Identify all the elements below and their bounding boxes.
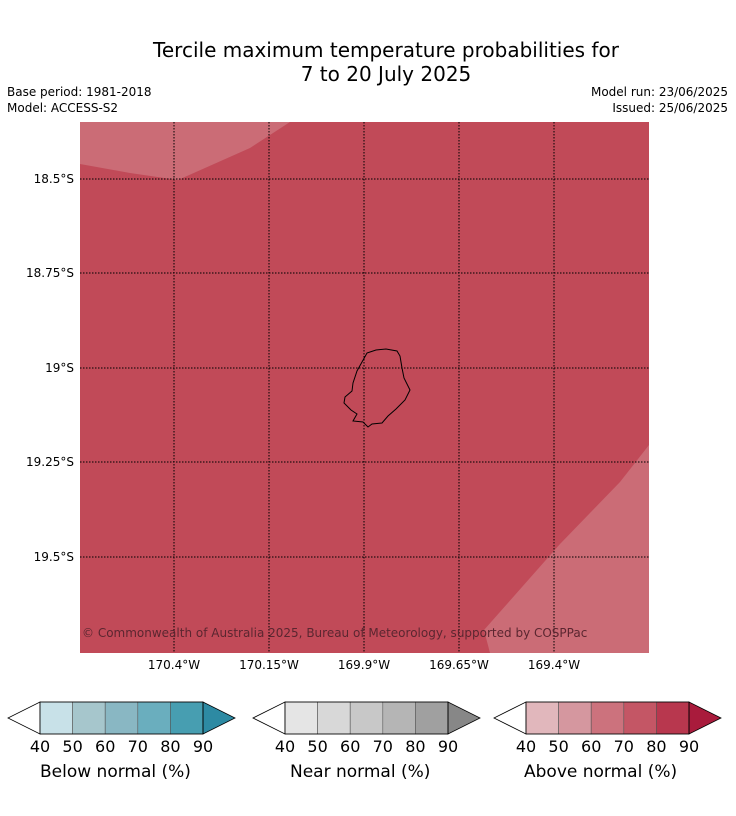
colorbar-above-normal-tick-90: 90 — [679, 737, 699, 756]
copyright-notice: © Commonwealth of Australia 2025, Bureau… — [82, 626, 587, 640]
colorbar-below-normal-outline — [39, 701, 204, 735]
colorbar-above-normal-tick-40: 40 — [516, 737, 536, 756]
title-line-2: 7 to 20 July 2025 — [300, 62, 472, 86]
lat-label-19-25: 19.25°S — [26, 455, 74, 469]
colorbar-above-normal-swatch-40 — [525, 701, 559, 735]
probability-zone-top-left — [80, 122, 290, 180]
lon-label-169-65: 169.65°W — [429, 658, 489, 672]
colorbar-near-normal-swatch-50 — [317, 701, 351, 735]
colorbar-above-normal-swatch-70 — [623, 701, 657, 735]
colorbar-near-normal-tick-70: 70 — [373, 737, 393, 756]
colorbar-near-normal-high-extension — [447, 701, 481, 735]
lat-label-19: 19°S — [45, 361, 74, 375]
colorbar-below-normal-swatch-50 — [72, 701, 106, 735]
colorbar-above-normal-outline — [525, 701, 690, 735]
colorbar-near-normal-swatch-70 — [382, 701, 416, 735]
colorbar-above-normal: 40 50 60 70 80 90 — [493, 701, 722, 756]
colorbar-label-near-normal: Near normal (%) — [290, 762, 431, 782]
colorbar-near-normal-tick-50: 50 — [307, 737, 327, 756]
lon-label-170-15: 170.15°W — [239, 658, 299, 672]
colorbar-below-normal-tick-50: 50 — [62, 737, 82, 756]
colorbar-near-normal-swatch-60 — [349, 701, 384, 735]
niue-island-outline — [343, 348, 411, 428]
colorbar-below-normal: 40 50 60 70 80 90 — [7, 701, 236, 756]
colorbar-near-normal-swatch-40 — [284, 701, 318, 735]
colorbar-above-normal-tick-50: 50 — [548, 737, 568, 756]
lat-label-18-5: 18.5°S — [34, 172, 74, 186]
colorbar-near-normal-tick-60: 60 — [340, 737, 360, 756]
colorbar-above-normal-swatch-80 — [656, 701, 690, 735]
colorbar-below-normal-tick-90: 90 — [193, 737, 213, 756]
colorbar-above-normal-low-extension — [493, 701, 527, 735]
colorbar-above-normal-swatch-60 — [590, 701, 625, 735]
colorbar-above-normal-tick-60: 60 — [581, 737, 601, 756]
colorbar-above-normal-tick-80: 80 — [646, 737, 666, 756]
lat-label-19-5: 19.5°S — [34, 550, 74, 564]
colorbar-near-normal: 40 50 60 70 80 90 — [252, 701, 481, 756]
model-name: Model: ACCESS-S2 — [7, 101, 119, 115]
colorbar-near-normal-tick-90: 90 — [438, 737, 458, 756]
colorbar-near-normal-swatch-80 — [415, 701, 449, 735]
colorbar-below-normal-tick-70: 70 — [128, 737, 148, 756]
lon-label-170-4: 170.4°W — [148, 658, 200, 672]
colorbar-below-normal-tick-60: 60 — [95, 737, 115, 756]
colorbar-above-normal-swatch-50 — [558, 701, 592, 735]
colorbar-near-normal-low-extension — [252, 701, 286, 735]
longitude-labels: 170.4°W 170.15°W 169.9°W 169.65°W 169.4°… — [148, 658, 580, 672]
latitude-labels: 18.5°S 18.75°S 19°S 19.25°S 19.5°S — [26, 172, 74, 564]
model-run: Model run: 23/06/2025 — [590, 85, 728, 99]
meta-right: Model run: 23/06/2025 Issued: 25/06/2025 — [591, 84, 728, 116]
colorbar-near-normal-tick-40: 40 — [275, 737, 295, 756]
title-line-1: Tercile maximum temperature probabilitie… — [153, 38, 619, 62]
colorbar-above-normal-tick-70: 70 — [614, 737, 634, 756]
colorbar-near-normal-outline — [284, 701, 449, 735]
colorbar-below-normal-tick-40: 40 — [30, 737, 50, 756]
colorbar-below-normal-swatch-70 — [137, 701, 171, 735]
meta-left: Base period: 1981-2018 Model: ACCESS-S2 — [7, 84, 152, 116]
colorbar-below-normal-swatch-40 — [39, 701, 73, 735]
gridlines — [80, 122, 649, 653]
map-figure: © Commonwealth of Australia 2025, Bureau… — [26, 122, 649, 672]
probability-zone-bottom-right — [484, 445, 649, 653]
colorbar-below-normal-low-extension — [7, 701, 41, 735]
colorbar-below-normal-high-extension — [202, 701, 236, 735]
issued-date: Issued: 25/06/2025 — [612, 101, 728, 115]
lon-label-169-4: 169.4°W — [528, 658, 580, 672]
colorbar-label-above-normal: Above normal (%) — [524, 762, 678, 782]
colorbar-above-normal-high-extension — [688, 701, 722, 735]
map-title: Tercile maximum temperature probabilitie… — [0, 38, 736, 86]
colorbar-below-normal-swatch-80 — [170, 701, 204, 735]
lon-label-169-9: 169.9°W — [338, 658, 390, 672]
colorbar-label-below-normal: Below normal (%) — [40, 762, 191, 782]
lat-label-18-75: 18.75°S — [26, 266, 74, 280]
colorbar-near-normal-tick-80: 80 — [405, 737, 425, 756]
base-period: Base period: 1981-2018 — [7, 85, 152, 99]
colorbar-below-normal-tick-80: 80 — [160, 737, 180, 756]
colorbar-below-normal-swatch-60 — [104, 701, 139, 735]
